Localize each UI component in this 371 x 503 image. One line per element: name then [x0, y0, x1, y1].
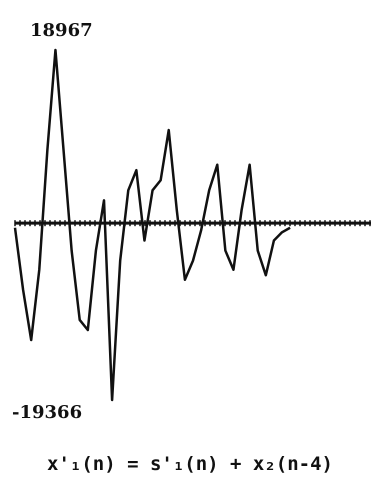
waveform	[13, 48, 291, 402]
y-tick-label: -19366	[12, 402, 82, 423]
y-tick-label: 18967	[30, 20, 93, 41]
caption: x'₁(n) = s'₁(n) + x₂(n-4)	[47, 453, 333, 475]
